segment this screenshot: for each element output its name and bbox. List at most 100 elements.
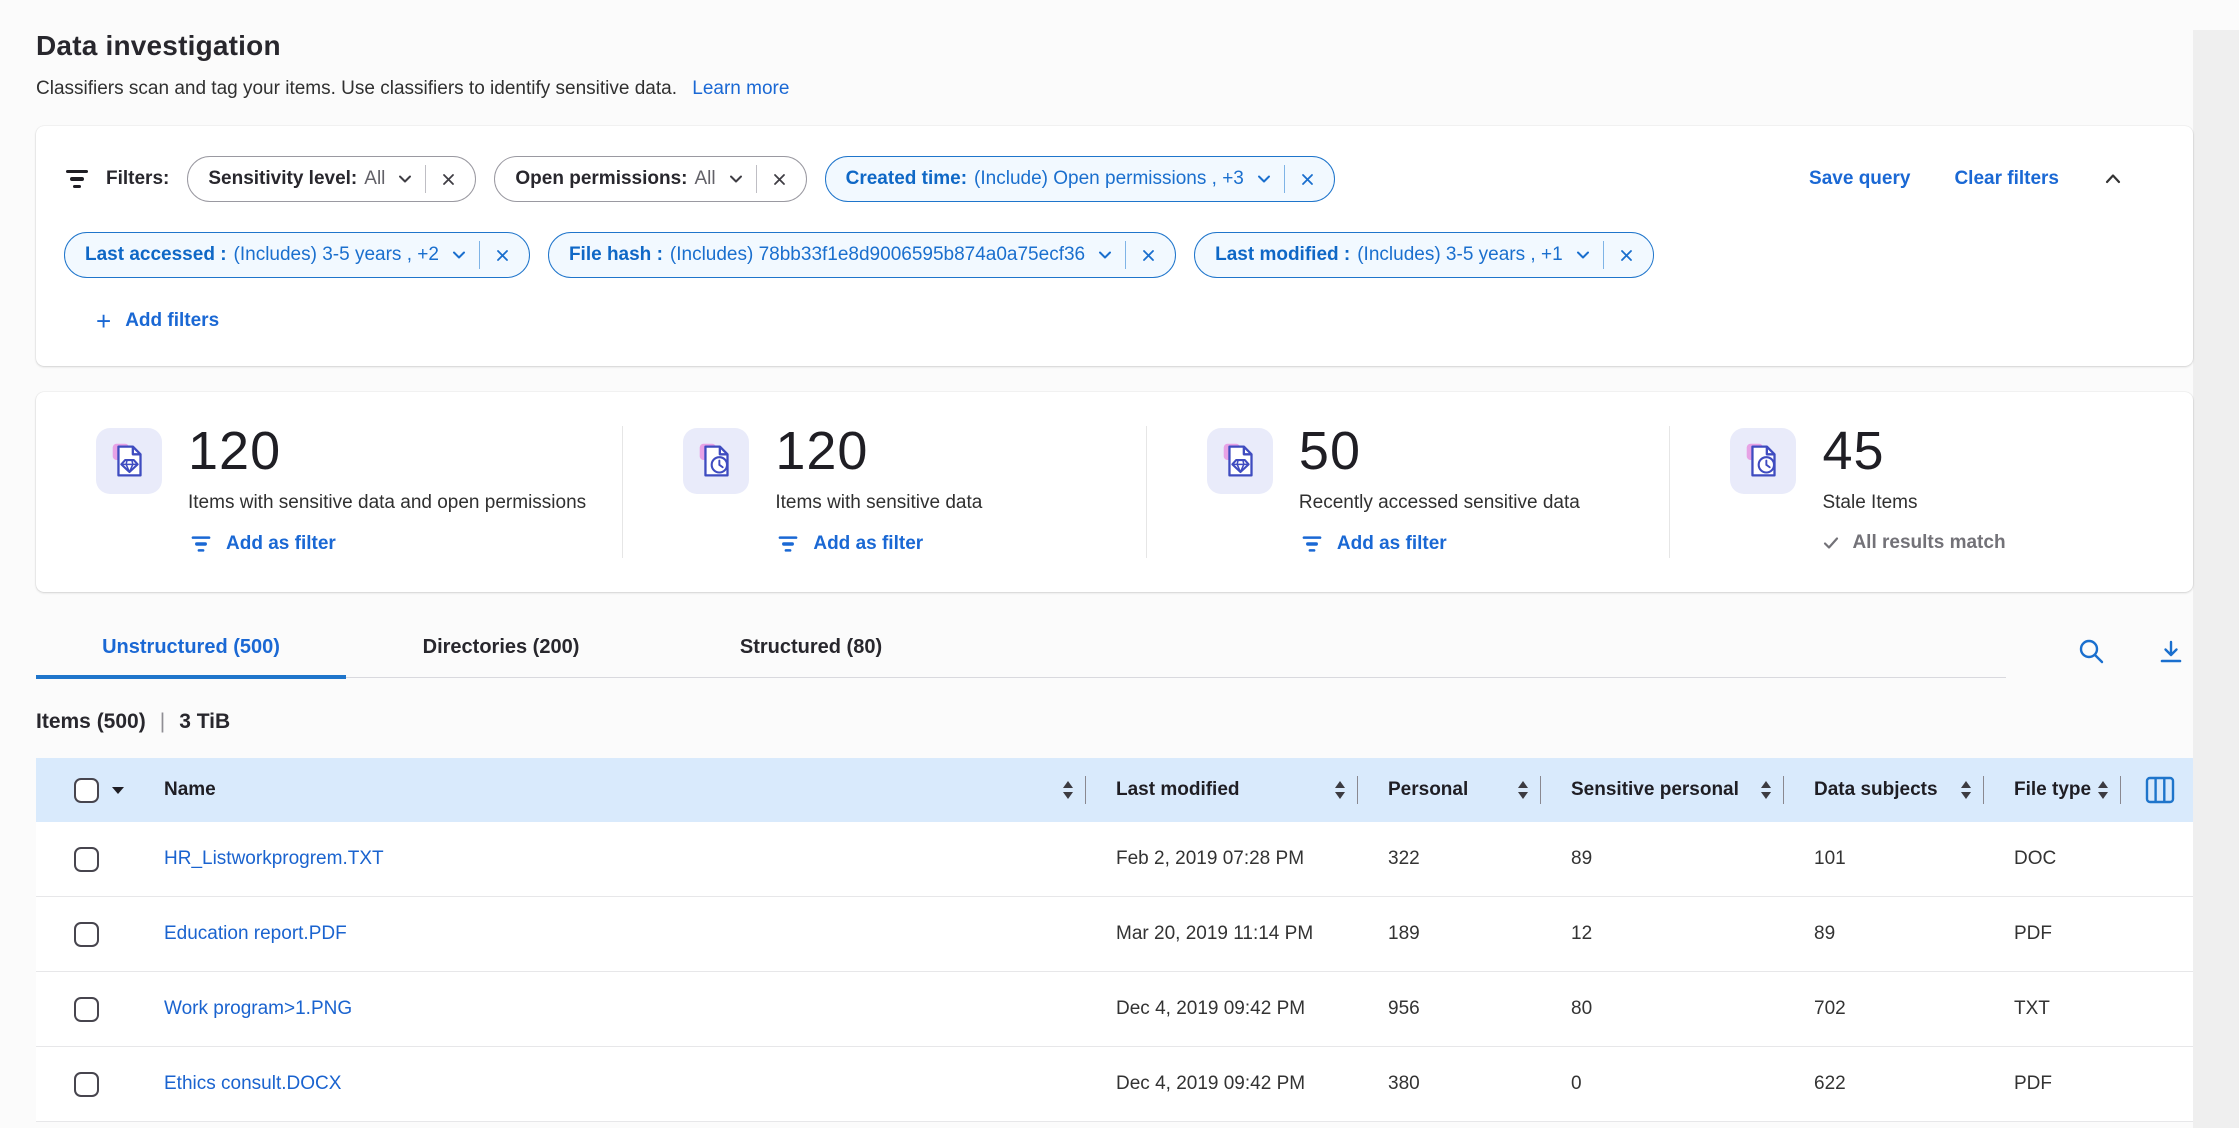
tab-structured[interactable]: Structured (80) (739, 636, 883, 658)
chevron-down-icon[interactable] (397, 171, 413, 187)
add-as-filter-button[interactable]: Add as filter (775, 532, 982, 556)
stat-card-sensitive-open-permissions: 120 Items with sensitive data and open p… (36, 424, 622, 558)
cell-sensitive-personal: 12 (1571, 923, 1593, 944)
tab-unstructured[interactable]: Unstructured (500) (36, 624, 346, 679)
table-row: Education report.PDF Mar 20, 2019 11:14 … (36, 897, 2193, 972)
cell-personal: 322 (1388, 848, 1420, 869)
stat-value: 45 (1822, 421, 1885, 481)
stat-label: Items with sensitive data (775, 492, 983, 513)
tabs-bar: Unstructured (500) Directories (200) Str… (36, 624, 2193, 679)
close-icon[interactable] (1616, 245, 1637, 266)
filter-chip-file-hash[interactable]: File hash : (Includes) 78bb33f1e8d900659… (547, 232, 1177, 278)
document-gem-icon (1206, 428, 1273, 494)
column-settings-icon[interactable] (2145, 775, 2175, 805)
filter-chip-sensitivity-level[interactable]: Sensitivity level: All (187, 156, 477, 202)
cell-file-type: PDF (2014, 1073, 2052, 1094)
chevron-down-icon[interactable] (1256, 171, 1272, 187)
document-clock-icon (1730, 428, 1797, 494)
chevron-down-icon[interactable] (1575, 247, 1591, 263)
data-investigation-page: Data investigation Classifiers scan and … (0, 30, 2239, 1122)
document-clock-icon (683, 428, 750, 494)
cell-file-type: DOC (2014, 848, 2057, 869)
table-row: Ethics consult.DOCX Dec 4, 2019 09:42 PM… (36, 1047, 2193, 1122)
chevron-down-icon[interactable] (1097, 247, 1113, 263)
table-row: Work program>1.PNG Dec 4, 2019 09:42 PM … (36, 972, 2193, 1047)
filter-chip-created-time[interactable]: Created time: (Include) Open permissions… (824, 156, 1335, 202)
learn-more-link[interactable]: Learn more (692, 78, 790, 99)
sort-icon[interactable] (1516, 780, 1530, 800)
filter-chip-last-accessed[interactable]: Last accessed : (Includes) 3-5 years , +… (64, 232, 530, 278)
chevron-down-icon[interactable] (451, 247, 467, 263)
cell-file-type: PDF (2014, 923, 2052, 944)
row-checkbox[interactable] (74, 996, 99, 1022)
row-checkbox[interactable] (74, 921, 99, 947)
add-filters-button[interactable]: + Add filters (96, 306, 220, 336)
collapse-filters-icon[interactable] (2103, 169, 2123, 189)
add-as-filter-button[interactable]: Add as filter (1299, 532, 1580, 556)
select-all-checkbox[interactable] (74, 777, 99, 803)
stat-card-sensitive-data: 120 Items with sensitive data Add as fil… (622, 424, 1146, 558)
column-header-name: Name (164, 779, 216, 800)
column-header-data-subjects: Data subjects (1814, 779, 1938, 800)
add-as-filter-button[interactable]: Add as filter (188, 532, 586, 556)
close-icon[interactable] (492, 245, 513, 266)
close-icon[interactable] (1297, 169, 1318, 190)
item-name-link[interactable]: HR_Listworkprogrem.TXT (164, 848, 384, 869)
cell-last-modified: Dec 4, 2019 09:42 PM (1116, 1073, 1306, 1094)
filters-label: Filters: (106, 168, 170, 189)
items-count: Items (500) (36, 710, 146, 733)
check-icon (1822, 534, 1840, 552)
sort-icon[interactable] (1333, 780, 1347, 800)
filters-panel: Filters: Sensitivity level: All Open per… (36, 126, 2193, 366)
close-icon[interactable] (1138, 245, 1159, 266)
cell-data-subjects: 702 (1814, 998, 1846, 1019)
cell-last-modified: Mar 20, 2019 11:14 PM (1116, 923, 1314, 944)
cell-sensitive-personal: 80 (1571, 998, 1593, 1019)
stat-value: 50 (1298, 421, 1361, 481)
close-icon[interactable] (438, 169, 459, 190)
page-gutter (2193, 30, 2239, 1128)
tab-directories[interactable]: Directories (200) (422, 636, 580, 658)
sort-icon[interactable] (1759, 780, 1773, 800)
cell-personal: 380 (1388, 1073, 1420, 1094)
row-checkbox[interactable] (74, 846, 99, 872)
item-name-link[interactable]: Work program>1.PNG (164, 998, 353, 1019)
save-query-button[interactable]: Save query (1809, 168, 1911, 189)
items-table: Name Last modified Personal Sensitive pe… (36, 758, 2193, 1122)
filter-chip-last-modified[interactable]: Last modified : (Includes) 3-5 years , +… (1194, 232, 1654, 278)
table-header-row: Name Last modified Personal Sensitive pe… (36, 758, 2193, 822)
all-results-match-status: All results match (1822, 532, 2006, 554)
cell-personal: 189 (1388, 923, 1420, 944)
item-name-link[interactable]: Education report.PDF (164, 923, 347, 944)
sort-icon[interactable] (1959, 780, 1973, 800)
cell-data-subjects: 101 (1814, 848, 1846, 869)
stat-label: Recently accessed sensitive data (1298, 492, 1580, 513)
plus-icon: + (96, 306, 112, 336)
close-icon[interactable] (769, 169, 790, 190)
clear-filters-button[interactable]: Clear filters (1954, 168, 2059, 189)
stat-card-stale-items: 45 Stale Items All results match (1669, 421, 2193, 558)
chevron-down-icon[interactable] (728, 171, 744, 187)
stat-label: Stale Items (1822, 492, 1918, 513)
column-header-last-modified: Last modified (1116, 779, 1240, 800)
search-icon[interactable] (2077, 637, 2105, 665)
column-header-file-type: File type (2014, 779, 2092, 800)
items-size: 3 TiB (179, 710, 231, 733)
cell-data-subjects: 89 (1814, 923, 1836, 944)
download-icon[interactable] (2157, 638, 2185, 664)
filter-icon (777, 534, 799, 554)
items-summary: Items (500) | 3 TiB (36, 710, 2193, 734)
stat-card-recently-accessed: 50 Recently accessed sensitive data Add … (1145, 421, 1670, 558)
sort-icon[interactable] (1061, 780, 1075, 800)
item-name-link[interactable]: Ethics consult.DOCX (164, 1073, 342, 1094)
select-menu-caret-icon[interactable] (112, 786, 124, 794)
filter-icon (190, 534, 212, 554)
page-subtitle-text: Classifiers scan and tag your items. Use… (36, 78, 677, 99)
sort-icon[interactable] (2096, 780, 2110, 800)
cell-data-subjects: 622 (1814, 1073, 1846, 1094)
page-title: Data investigation (36, 30, 281, 61)
row-checkbox[interactable] (74, 1071, 99, 1097)
filter-chip-open-permissions[interactable]: Open permissions: All (494, 156, 807, 202)
cell-sensitive-personal: 89 (1571, 848, 1593, 869)
column-header-sensitive-personal: Sensitive personal (1571, 779, 1739, 800)
